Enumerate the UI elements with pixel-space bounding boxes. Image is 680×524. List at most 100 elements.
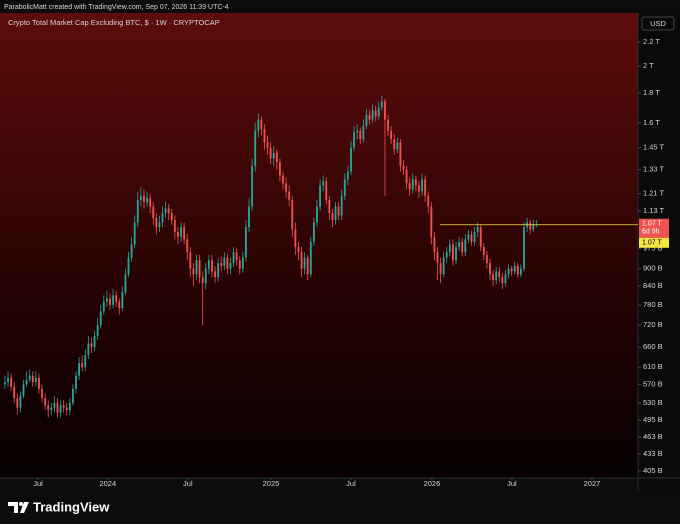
y-tick-label: 720 B (643, 320, 663, 329)
candle-body (319, 185, 322, 207)
plot-background (0, 13, 638, 478)
candle-body (241, 257, 244, 269)
y-tick-label: 1.6 T (643, 118, 660, 127)
candle-body (489, 263, 491, 275)
candle-body (4, 382, 6, 385)
x-tick-label: 2025 (263, 479, 280, 488)
candle-body (34, 377, 37, 383)
candle-body (183, 227, 186, 240)
candle-body (340, 195, 343, 216)
candle-body (102, 301, 105, 312)
candle-body (532, 224, 535, 230)
candle-body (173, 220, 176, 232)
candle-body (121, 292, 124, 309)
candle-body (207, 260, 210, 269)
candle-body (186, 239, 189, 253)
y-tick-label: 660 B (643, 342, 663, 351)
x-tick-label: Jul (33, 479, 43, 488)
candle-body (424, 179, 427, 196)
candle-body (28, 375, 31, 380)
candle-body (90, 343, 93, 348)
y-tick-label: 2.2 T (643, 37, 660, 46)
candle-body (136, 199, 139, 223)
candle-body (47, 405, 50, 411)
candle-body (282, 175, 284, 184)
y-tick-label: 570 B (643, 379, 663, 388)
x-tick-label: Jul (346, 479, 356, 488)
candle-body (109, 298, 111, 305)
logo (8, 502, 29, 513)
candle-body (84, 355, 87, 368)
candle-body (442, 257, 445, 275)
candle-body (507, 268, 510, 275)
candle-body (56, 402, 59, 413)
candle-body (365, 114, 368, 126)
price-line-label: 1.07 T (642, 240, 662, 247)
candle-body (198, 260, 201, 278)
candle-body (229, 263, 232, 269)
candle-body (158, 222, 161, 228)
candle-body (211, 260, 213, 272)
candle-body (189, 252, 192, 269)
candle-body (96, 325, 99, 336)
currency[interactable]: USD (650, 19, 666, 28)
candle-body (112, 295, 115, 305)
candle-body (195, 260, 198, 275)
y-tick-label: 530 B (643, 398, 663, 407)
candle-body (152, 206, 155, 218)
candle-body (411, 179, 414, 190)
candle-body (331, 213, 334, 221)
candle-body (322, 181, 325, 186)
candle-body (214, 271, 216, 278)
x-tick-label: 2024 (99, 479, 116, 488)
price-line-badge (639, 237, 669, 248)
currency-box[interactable] (641, 16, 675, 31)
candle-body (93, 335, 96, 348)
candle-body (75, 375, 77, 389)
candle-body (436, 252, 439, 264)
brand[interactable]: TradingView (33, 499, 110, 514)
candle-body (78, 363, 81, 376)
y-tick-label: 1.33 T (643, 165, 665, 174)
candle-body (87, 343, 90, 356)
candle-body (414, 179, 417, 186)
candle-body (405, 169, 408, 184)
candle-body (448, 244, 451, 253)
candle-body (232, 252, 235, 264)
candle-body (124, 274, 127, 293)
candle-body (68, 402, 71, 411)
price-axis (638, 13, 680, 490)
candle-body (399, 142, 402, 166)
candle-body (164, 208, 167, 214)
candle-body (374, 110, 377, 117)
candle-body (22, 384, 25, 396)
candle-body (421, 179, 423, 192)
candle-body (303, 257, 306, 269)
y-tick-label: 1.45 T (643, 143, 665, 152)
y-tick-label: 1.21 T (643, 189, 665, 198)
countdown: 6d 9h (642, 229, 660, 236)
candle-body (309, 241, 312, 275)
candle-body (455, 247, 457, 261)
x-tick-label: Jul (507, 479, 517, 488)
candle-body (192, 268, 195, 275)
candle-body (300, 252, 303, 269)
candle-body (115, 295, 118, 302)
candle-body (13, 386, 16, 399)
candle-body (50, 407, 53, 411)
candle-body (396, 142, 399, 150)
candle-body (10, 377, 13, 387)
candle-body (44, 398, 47, 406)
candle-body (334, 206, 337, 221)
candle-body (226, 257, 229, 269)
candle-body (464, 239, 467, 253)
y-tick-label: 780 B (643, 300, 663, 309)
candle-body (118, 301, 121, 309)
candle-body (504, 274, 507, 284)
y-tick-label: 1.13 T (643, 206, 665, 215)
candle-body (146, 197, 148, 203)
candle-body (294, 229, 297, 248)
candle-body (316, 206, 318, 223)
candle-body (59, 405, 62, 413)
